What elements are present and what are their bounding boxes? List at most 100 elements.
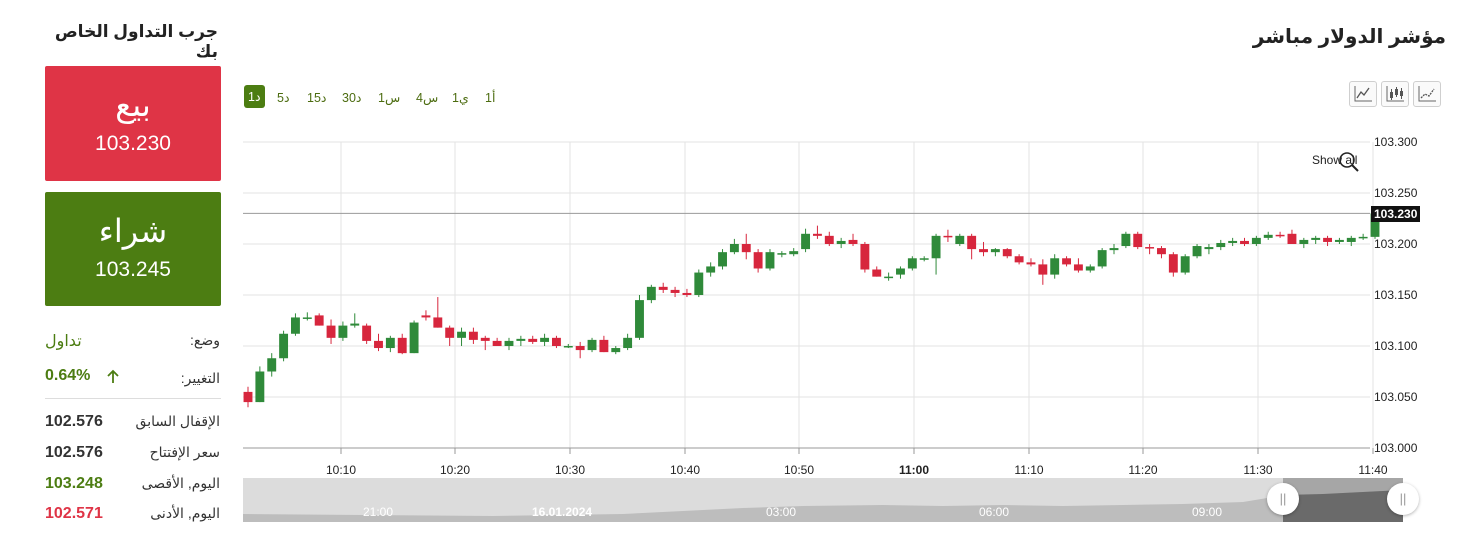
candle[interactable] [860,241,870,273]
timeframe-1-month[interactable]: 1أ [485,91,496,105]
candle[interactable] [362,323,372,344]
candle[interactable] [658,282,668,293]
candle[interactable] [1251,235,1261,247]
navigator-left-handle[interactable]: || [1267,483,1299,515]
candle[interactable] [587,337,597,353]
candle[interactable] [243,386,253,408]
zoom-icon[interactable] [1338,151,1360,173]
candle[interactable] [1287,229,1297,244]
candle[interactable] [302,312,312,321]
candle[interactable] [1334,237,1344,244]
candle[interactable] [1358,233,1368,240]
candle[interactable] [611,346,621,355]
candle[interactable] [741,233,751,260]
timeframe-5-min[interactable]: 5د [277,91,290,105]
show-all-label[interactable]: Show all [1312,153,1358,167]
timeframe-15-min[interactable]: 15د [307,91,327,105]
candle[interactable] [884,272,894,281]
candle[interactable] [1062,256,1072,267]
timeframe-30-min[interactable]: 30د [342,91,362,105]
candle[interactable] [504,337,514,351]
candle[interactable] [1204,244,1214,255]
candle[interactable] [955,233,965,247]
candle[interactable] [848,233,858,247]
candle[interactable] [397,333,407,355]
navigator[interactable]: 21:00 16.01.2024 03:00 06:00 09:00 || || [243,478,1419,522]
candle[interactable] [255,366,265,403]
candle[interactable] [1275,231,1285,238]
candle[interactable] [824,231,834,247]
candle[interactable] [338,321,348,341]
candle[interactable] [990,248,1000,257]
timeframe-1-day[interactable]: 1ي [452,91,469,105]
candle[interactable] [1073,258,1083,273]
candle[interactable] [1346,235,1356,247]
candle[interactable] [314,313,324,326]
candle[interactable] [670,286,680,298]
candle[interactable] [1121,231,1131,249]
candle[interactable] [1157,246,1166,259]
candle[interactable] [492,337,502,346]
sell-button[interactable]: بيع 103.230 [45,66,221,181]
candle[interactable] [907,256,917,271]
candle[interactable] [943,229,953,242]
candle[interactable] [1323,235,1332,247]
candle[interactable] [457,327,466,346]
candle[interactable] [967,233,977,260]
candle[interactable] [279,330,289,362]
candle[interactable] [1109,244,1119,255]
candle[interactable] [421,310,431,321]
candle[interactable] [1145,244,1155,255]
candle[interactable] [919,256,929,262]
candle[interactable] [1168,252,1178,277]
area-chart-button[interactable] [1413,81,1441,107]
candle[interactable] [801,228,811,253]
candle[interactable] [694,269,704,298]
buy-button[interactable]: شراء 103.245 [45,192,221,306]
candle[interactable] [1228,237,1238,247]
timeframe-4-hour[interactable]: 4س [416,91,439,105]
line-chart-button[interactable] [1349,81,1377,107]
candle[interactable] [540,333,550,346]
candle[interactable] [291,313,300,336]
candle[interactable] [445,325,455,346]
candle[interactable] [599,335,609,353]
candle[interactable] [1014,254,1024,265]
candle[interactable] [1085,264,1095,273]
candle[interactable] [350,313,360,328]
candlestick-chart-button[interactable] [1381,81,1409,107]
candle[interactable] [528,335,538,344]
candle[interactable] [765,249,775,271]
candle[interactable] [931,233,941,275]
candle[interactable] [1216,239,1226,251]
candle[interactable] [516,335,526,346]
candle[interactable] [1263,231,1273,240]
candle[interactable] [267,353,277,377]
timeframe-1-min[interactable]: 1د [244,85,265,108]
navigator-right-handle[interactable]: || [1387,483,1419,515]
candle[interactable] [1026,258,1036,267]
candle[interactable] [1097,248,1107,269]
candle[interactable] [836,237,846,249]
candle[interactable] [812,225,822,239]
candle[interactable] [563,343,573,349]
candle[interactable] [753,249,763,273]
candle[interactable] [409,320,419,354]
candle[interactable] [729,238,739,255]
candle[interactable] [979,241,988,257]
candle[interactable] [1311,235,1321,244]
candle[interactable] [623,333,633,351]
candle[interactable] [551,335,561,349]
candle[interactable] [646,284,656,304]
candle[interactable] [1133,231,1143,250]
candle[interactable] [385,335,395,353]
candle[interactable] [326,319,336,344]
candle[interactable] [1038,259,1048,285]
candle[interactable] [1192,244,1202,259]
candle[interactable] [433,297,443,328]
candle[interactable] [1002,248,1012,259]
candle[interactable] [789,248,799,257]
candle[interactable] [468,327,478,344]
candle[interactable] [706,262,716,277]
